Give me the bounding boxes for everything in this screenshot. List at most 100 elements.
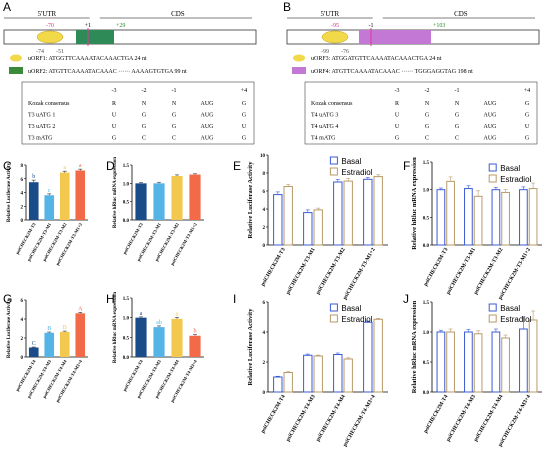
significance-letter: a (176, 311, 179, 317)
y-axis-label: Relative Luciferase Activity (247, 161, 254, 239)
x-tick-label: psiCHECK2M-T4-M3 (445, 394, 477, 443)
table-cell: C (425, 136, 429, 142)
bar (464, 188, 473, 246)
table-cell: U (525, 124, 530, 130)
panel-letter-f: F (403, 159, 410, 173)
bar (333, 181, 343, 246)
bar (363, 178, 373, 246)
y-tick-label: 2 (263, 226, 266, 231)
legend-label: Basal (341, 157, 361, 166)
bar (501, 337, 510, 393)
x-tick-label: psiCHECK2M-T3-M1+2 (497, 247, 532, 301)
table-cell: T3 mATG (28, 136, 53, 142)
table-cell: G (142, 113, 147, 119)
panel-letter-e: E (233, 159, 241, 173)
table-cell: G (525, 113, 530, 119)
legend-label: Estradiol (500, 315, 531, 324)
pos-label: -70 (46, 23, 54, 29)
significance-letter: a (79, 163, 82, 169)
y-tick-label: 0.5 (423, 361, 430, 366)
panel-letter-h: H (106, 292, 115, 306)
y-axis-label: Relative hRluc mRNA expression (411, 157, 418, 250)
table-cell: Kozak consensus (28, 101, 70, 107)
uorf-sequence: uORF1: ATGGTTCAAAATACAAACTGA 24 nt (28, 56, 147, 62)
bar (528, 319, 538, 393)
legend-swatch (488, 174, 497, 183)
y-axis-label: Relative Luciferase Activity (247, 308, 254, 386)
bar (59, 331, 70, 357)
bar (135, 183, 147, 220)
table-cell: Kozak consensus (311, 101, 353, 107)
table-header-cell: -1 (455, 88, 460, 94)
uorf-oval (321, 30, 349, 44)
significance-letter: A (78, 306, 83, 312)
bar (343, 180, 353, 246)
table-cell: G (395, 136, 400, 142)
y-tick-label: 1.5 (123, 297, 130, 302)
legend-label: Basal (341, 304, 361, 313)
pos-label: +103 (433, 23, 445, 29)
table-cell: G (525, 136, 530, 142)
bar (28, 347, 39, 357)
uorf-sequence: uORF2: ATGTTCAAAATACAAAC ······ AAAAGTGT… (28, 69, 187, 75)
y-tick-label: 1.0 (123, 182, 130, 187)
table-cell: C (142, 136, 146, 142)
bar (44, 195, 55, 220)
table-cell: G (112, 136, 117, 142)
table-cell: U (395, 113, 400, 119)
bar (283, 186, 293, 246)
legend-label: Estradiol (500, 175, 531, 184)
bar (75, 170, 86, 220)
y-tick-label: 1.0 (423, 331, 430, 336)
legend-swatch (488, 163, 497, 172)
bar (171, 176, 183, 220)
x-tick-label: psiCHECK2M-T3 (423, 247, 450, 288)
panel-letter-a: A (3, 0, 11, 14)
y-tick-label: 0.5 (423, 216, 430, 221)
y-tick-label: 1.5 (123, 164, 130, 169)
legend-swatch (488, 303, 497, 312)
y-tick-label: 0.0 (123, 219, 130, 224)
pos-label: -51 (56, 49, 64, 55)
bar (333, 354, 343, 393)
bar (436, 189, 446, 246)
table-cell: AUG (484, 136, 498, 142)
y-axis-label: Relative Luciferase Activity (7, 162, 12, 222)
bar (153, 183, 165, 220)
table-cell: U (395, 124, 400, 130)
y-tick-label: 4 (263, 208, 266, 213)
y-tick-label: 2 (21, 337, 24, 342)
table-cell: AUG (201, 113, 215, 119)
bar (313, 209, 323, 246)
bar (313, 355, 323, 393)
cds-label: CDS (171, 10, 185, 18)
y-tick-label: 0.0 (423, 391, 430, 396)
kozak-table (304, 81, 538, 145)
bar (153, 327, 165, 357)
bar (44, 332, 55, 357)
y-tick-label: 6 (21, 299, 24, 304)
table-cell: T3 uATG 2 (28, 124, 55, 130)
bar (373, 318, 383, 393)
bar (189, 335, 201, 357)
y-tick-label: 4 (21, 192, 24, 197)
table-cell: AUG (484, 101, 498, 107)
table-cell: G (242, 101, 247, 107)
bar (283, 372, 293, 393)
bar (519, 328, 528, 393)
x-tick-label: psiCHECK2M-T4-M3 (285, 394, 317, 443)
bar (171, 318, 183, 357)
table-cell: R (395, 101, 399, 107)
table-cell: G (455, 124, 460, 130)
table-cell: N (142, 101, 147, 107)
panel-letter-b: B (283, 0, 291, 14)
table-cell: T3 uATG 1 (28, 113, 55, 119)
legend-swatch (329, 314, 338, 323)
uorf-highlight (359, 30, 431, 44)
bar (464, 331, 473, 393)
x-tick-label: psiCHECK2M-T3-M1+2 (342, 247, 377, 301)
legend-label: Basal (500, 164, 520, 173)
bar (473, 333, 483, 393)
y-tick-label: 0 (21, 219, 24, 224)
table-cell: G (172, 124, 177, 130)
